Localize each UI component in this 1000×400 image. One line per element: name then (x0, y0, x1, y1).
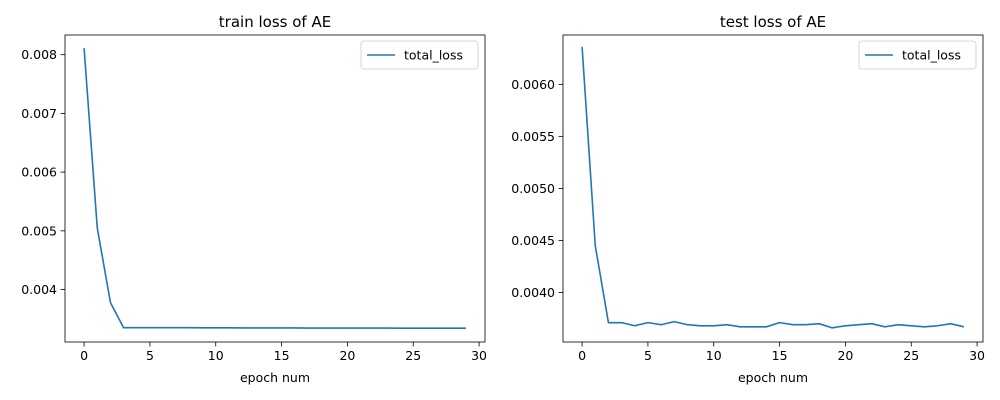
legend-box (360, 40, 479, 70)
x-tick-label: 20 (339, 348, 355, 363)
chart-title: test loss of AE (720, 13, 826, 31)
x-tick-label: 10 (706, 348, 722, 363)
x-tick-label: 15 (772, 348, 788, 363)
x-tick-label: 10 (208, 348, 224, 363)
y-tick-label: 0.0040 (511, 285, 555, 300)
x-tick-label: 0 (578, 348, 586, 363)
y-tick-label: 0.007 (21, 106, 57, 121)
chart-train-loss: train loss of AE 0 5 10 15 20 25 30 0.004 0.005 0.… (21, 13, 487, 385)
x-tick-label: 20 (837, 348, 853, 363)
y-tick-label: 0.0060 (511, 77, 555, 92)
legend-box (858, 40, 977, 70)
y-tick-label: 0.004 (21, 282, 57, 297)
legend-label: total_loss (404, 48, 463, 63)
y-tick-label: 0.008 (21, 47, 57, 62)
y-tick-label: 0.0045 (511, 233, 555, 248)
x-tick-label: 0 (80, 348, 88, 363)
x-tick-label: 30 (969, 348, 985, 363)
x-tick-label: 5 (644, 348, 652, 363)
plot-frame (64, 34, 486, 343)
legend: total_loss (858, 40, 977, 70)
x-tick-label: 30 (471, 348, 487, 363)
chart-test-loss: test loss of AE 0 5 10 15 20 25 30 0.0040 0.0045 0… (511, 13, 985, 385)
x-tick-label: 25 (405, 348, 421, 363)
y-tick-label: 0.0055 (511, 129, 555, 144)
legend: total_loss (360, 40, 479, 70)
series-line-total_loss (83, 48, 466, 330)
y-tick-label: 0.0050 (511, 181, 555, 196)
x-tick-label: 15 (274, 348, 290, 363)
chart-title: train loss of AE (219, 13, 331, 31)
plot-frame (562, 34, 984, 343)
series-line-total_loss (581, 46, 965, 329)
y-tick-label: 0.005 (21, 223, 57, 238)
legend-label: total_loss (902, 48, 961, 63)
y-tick-label: 0.006 (21, 165, 57, 180)
x-axis-label: epoch num (738, 370, 808, 385)
x-tick-label: 5 (146, 348, 154, 363)
x-tick-label: 25 (903, 348, 919, 363)
x-axis-label: epoch num (240, 370, 310, 385)
